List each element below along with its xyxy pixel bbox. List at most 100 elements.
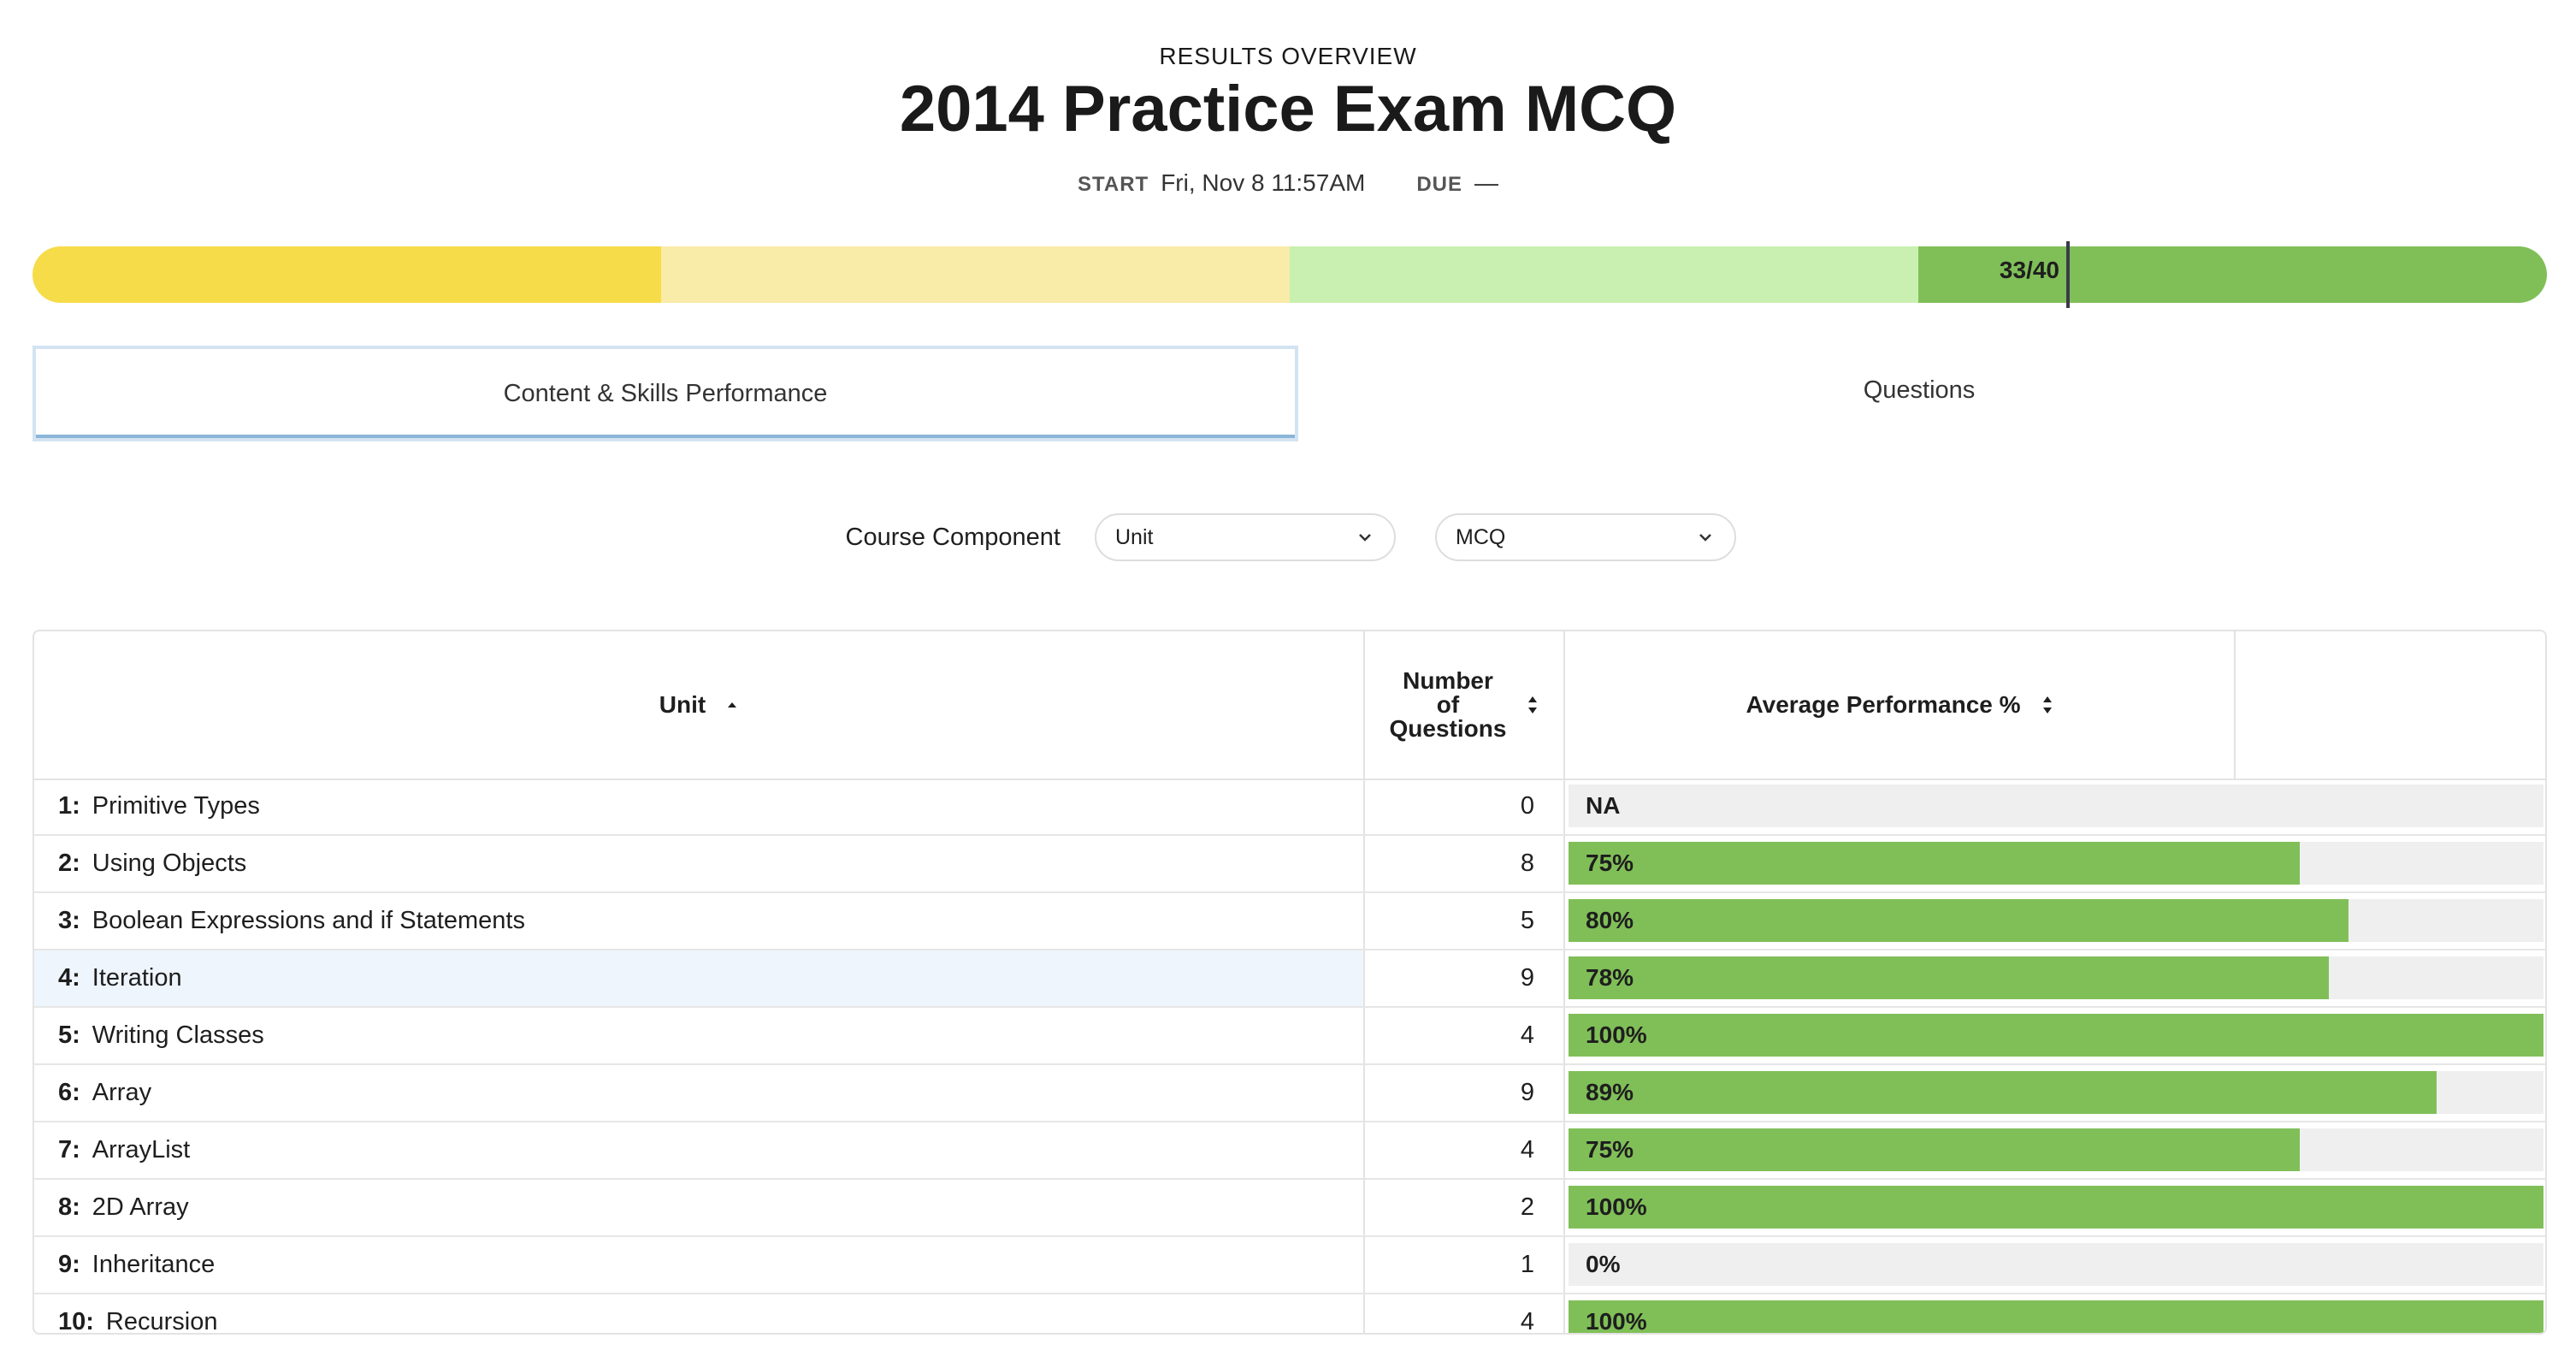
table-row[interactable]: 4: Iteration 9 78% (34, 950, 2545, 1008)
performance-percent-label: 78% (1586, 964, 1634, 991)
unit-cell: 6: Array (34, 1065, 1365, 1121)
column-header-empty (2236, 631, 2545, 779)
column-header-average-performance[interactable]: Average Performance % (1565, 631, 2236, 779)
table-row[interactable]: 2: Using Objects 8 75% (34, 836, 2545, 893)
question-count-cell: 8 (1365, 836, 1565, 891)
performance-bar-fill (1569, 842, 2300, 885)
course-component-label: Course Component (845, 524, 1061, 551)
score-band (32, 246, 2547, 303)
select-value: Unit (1115, 524, 1154, 549)
unit-cell: 8: 2D Array (34, 1180, 1365, 1235)
unit-name: Iteration (92, 964, 182, 992)
performance-percent-label: 75% (1586, 1136, 1634, 1163)
performance-bar-fill (1569, 956, 2330, 999)
column-header-unit[interactable]: Unit (34, 631, 1365, 779)
unit-number: 9: (58, 1251, 80, 1278)
performance-percent-label: 89% (1586, 1079, 1634, 1105)
table-row[interactable]: 1: Primitive Types 0 NA (34, 779, 2545, 836)
unit-name: Using Objects (92, 850, 247, 877)
start-value: Fri, Nov 8 11:57AM (1161, 169, 1366, 196)
unit-number: 8: (58, 1193, 80, 1221)
table-header: Unit Number of Questions Average Perform… (34, 631, 2545, 780)
performance-bar: 78% (1569, 956, 2544, 999)
performance-bar: 75% (1569, 1128, 2544, 1171)
question-count-cell: 9 (1365, 950, 1565, 1006)
table-row[interactable]: 7: ArrayList 4 75% (34, 1122, 2545, 1180)
table-row[interactable]: 5: Writing Classes 4 100% (34, 1008, 2545, 1065)
performance-percent-label: 0% (1586, 1251, 1621, 1277)
unit-cell: 4: Iteration (34, 950, 1365, 1006)
question-type-select[interactable]: MCQ (1435, 513, 1736, 561)
question-count-cell: 9 (1365, 1065, 1565, 1121)
performance-percent-label: 75% (1586, 850, 1634, 876)
unit-number: 5: (58, 1021, 80, 1049)
sort-icon (1528, 696, 1538, 713)
unit-cell: 2: Using Objects (34, 836, 1365, 891)
unit-number: 3: (58, 907, 80, 934)
table-row[interactable]: 3: Boolean Expressions and if Statements 5… (34, 893, 2545, 950)
performance-bar: 100% (1569, 1186, 2544, 1229)
score-band-segment-4 (1918, 246, 2547, 303)
performance-bar-fill (1569, 1128, 2300, 1171)
due-value: — (1474, 169, 1498, 196)
unit-number: 1: (58, 792, 80, 820)
chevron-down-icon (1699, 534, 1711, 542)
unit-cell: 3: Boolean Expressions and if Statements (34, 893, 1365, 949)
results-overview-label: RESULTS OVERVIEW (1159, 43, 1417, 69)
tab-questions[interactable]: Questions (1291, 346, 2547, 435)
page-title: 2014 Practice Exam MCQ (899, 73, 1677, 145)
performance-table: Unit Number of Questions Average Perform… (32, 630, 2547, 1335)
unit-number: 7: (58, 1136, 80, 1163)
performance-bar: 89% (1569, 1071, 2544, 1114)
tab-label: Content & Skills Performance (503, 379, 828, 407)
chevron-down-icon (1359, 534, 1371, 542)
table-row[interactable]: 9: Inheritance 1 0% (34, 1237, 2545, 1294)
question-count-cell: 4 (1365, 1122, 1565, 1178)
score-band-segment-3 (1290, 246, 1918, 303)
question-count-cell: 2 (1365, 1180, 1565, 1235)
performance-percent-label: 80% (1586, 907, 1634, 933)
tab-content-skills-performance[interactable]: Content & Skills Performance (32, 346, 1298, 441)
unit-cell: 1: Primitive Types (34, 779, 1365, 834)
question-count-cell: 5 (1365, 893, 1565, 949)
performance-bar: 100% (1569, 1300, 2544, 1335)
unit-name: Recursion (105, 1308, 218, 1335)
course-component-select[interactable]: Unit (1095, 513, 1396, 561)
performance-bar-fill (1569, 1014, 2544, 1057)
due-label: DUE (1416, 173, 1462, 196)
performance-bar-fill (1569, 1186, 2544, 1229)
exam-meta: START Fri, Nov 8 11:57AM DUE — (0, 169, 2576, 197)
unit-number: 10: (58, 1308, 94, 1335)
unit-cell: 5: Writing Classes (34, 1008, 1365, 1063)
unit-name: Boolean Expressions and if Statements (92, 907, 525, 934)
performance-bar: 80% (1569, 899, 2544, 942)
unit-cell: 9: Inheritance (34, 1237, 1365, 1293)
start-label: START (1077, 173, 1149, 196)
question-count-cell: 1 (1365, 1237, 1565, 1293)
unit-number: 2: (58, 850, 80, 877)
table-row[interactable]: 6: Array 9 89% (34, 1065, 2545, 1122)
performance-bar: 75% (1569, 842, 2544, 885)
question-count-cell: 4 (1365, 1294, 1565, 1333)
performance-percent-label: NA (1586, 792, 1621, 819)
table-row[interactable]: 10: Recursion 4 100% (34, 1294, 2545, 1335)
unit-number: 6: (58, 1079, 80, 1106)
performance-percent-label: 100% (1586, 1021, 1647, 1048)
unit-cell: 7: ArrayList (34, 1122, 1365, 1178)
performance-bar: NA (1569, 785, 2544, 827)
unit-name: ArrayList (92, 1136, 191, 1163)
score-label: 33/40 (1999, 257, 2059, 283)
score-band-segment-2 (661, 246, 1290, 303)
question-count-cell: 4 (1365, 1008, 1565, 1063)
performance-bar-fill (1569, 1071, 2437, 1114)
question-count-cell: 0 (1365, 779, 1565, 834)
performance-percent-label: 100% (1586, 1193, 1647, 1220)
table-row[interactable]: 8: 2D Array 2 100% (34, 1180, 2545, 1237)
performance-bar: 100% (1569, 1014, 2544, 1057)
column-header-number-of-questions[interactable]: Number of Questions (1365, 631, 1565, 779)
select-value: MCQ (1456, 524, 1506, 549)
performance-bar-fill (1569, 899, 2349, 942)
performance-bar: 0% (1569, 1243, 2544, 1286)
performance-percent-label: 100% (1586, 1308, 1647, 1335)
unit-number: 4: (58, 964, 80, 992)
